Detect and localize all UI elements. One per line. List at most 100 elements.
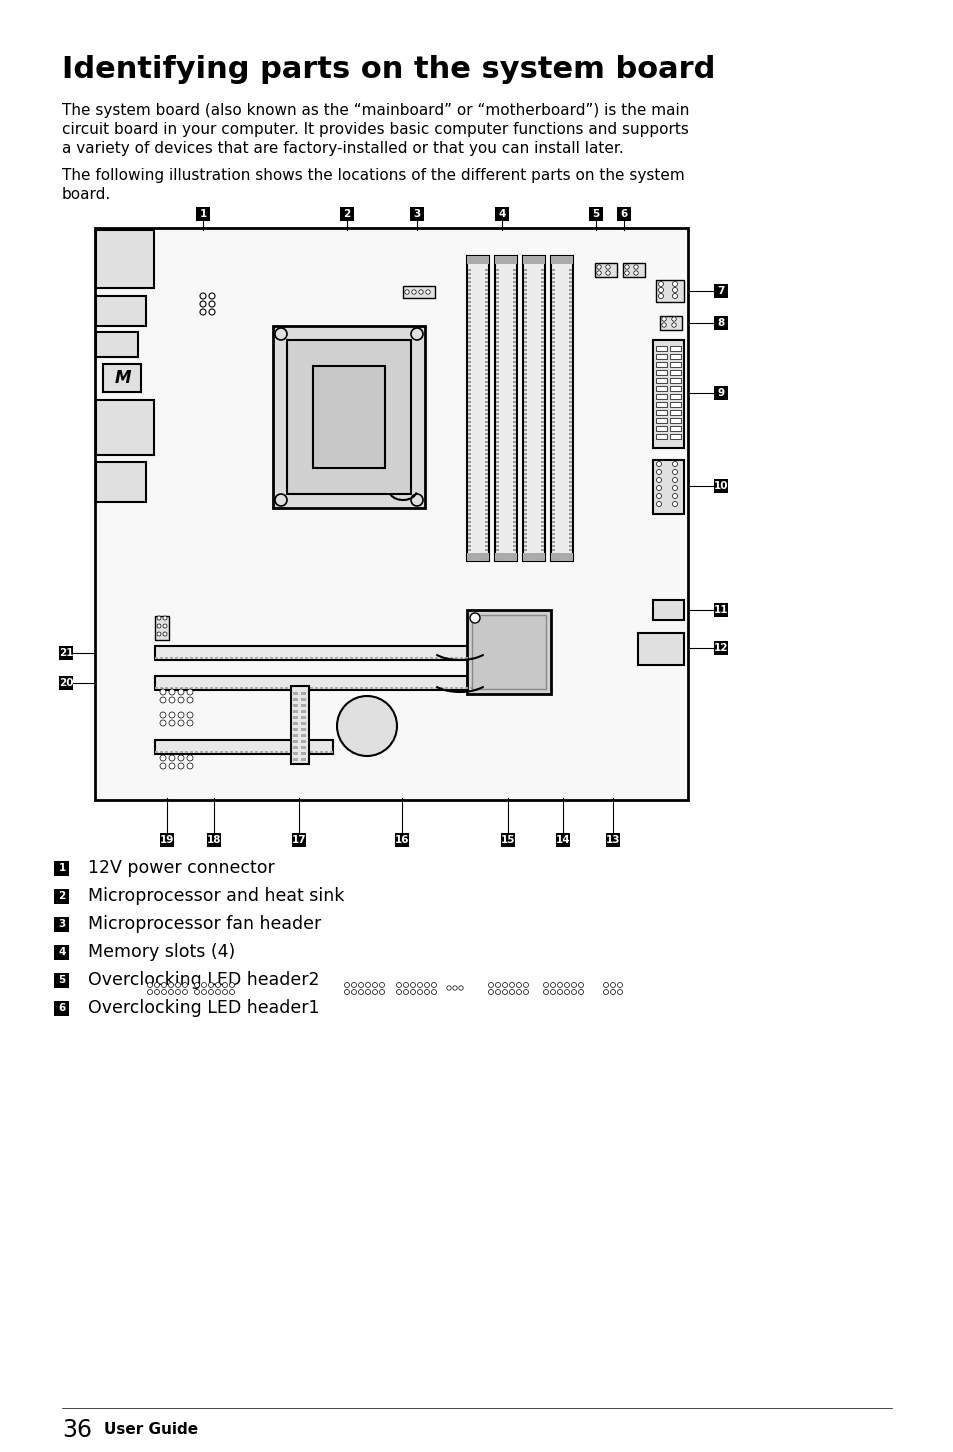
Bar [314,751,317,754]
Text: 12V power connector: 12V power connector [88,860,274,877]
Bar [499,656,502,659]
Bar [274,751,277,754]
Bar [523,357,526,359]
Bar [484,465,488,468]
Circle shape [571,989,576,995]
Bar [96,399,153,454]
Bar [540,428,543,431]
Bar [523,369,526,372]
Bar [496,301,498,303]
Bar [205,687,208,690]
Bar [280,751,283,754]
Text: 7: 7 [717,286,724,296]
Circle shape [200,293,206,299]
Bar [468,481,471,484]
Circle shape [597,272,600,276]
Bar [540,425,543,427]
Bar [365,687,368,690]
Bar [301,710,306,713]
Bar [496,441,498,443]
Bar [305,751,308,754]
Bar [160,687,163,690]
Bar [225,656,228,659]
Bar [540,341,543,343]
Bar [595,263,617,277]
Bar [59,646,73,661]
Bar [484,549,488,550]
Bar [540,289,543,290]
Bar [523,460,526,463]
Bar [339,208,354,221]
Bar [293,693,297,696]
Bar [523,494,526,495]
Bar [484,417,488,420]
Bar [540,401,543,404]
Bar [484,341,488,343]
Bar [513,517,516,518]
Bar [468,533,471,534]
Bar [540,533,543,534]
Bar [568,305,572,306]
Bar [552,517,555,518]
Bar [274,687,277,690]
Bar [540,513,543,515]
Bar [552,549,555,550]
Circle shape [336,696,396,756]
Bar [523,549,526,550]
Text: 36: 36 [62,1419,91,1442]
Circle shape [344,983,349,987]
Bar [468,444,471,447]
Bar [540,441,543,443]
Bar [293,735,297,738]
Bar [552,273,555,274]
Bar [513,481,516,484]
Bar [513,521,516,523]
Bar [568,494,572,495]
Circle shape [412,290,416,295]
Bar [552,393,555,395]
Bar [468,353,471,354]
Bar [513,478,516,479]
Bar [174,656,178,659]
Bar [290,656,293,659]
Bar [220,751,223,754]
Text: 10: 10 [713,481,727,491]
Bar [415,656,417,659]
Bar [513,537,516,539]
Bar [523,544,526,547]
Bar [468,433,471,436]
Bar [523,317,526,319]
Bar [496,457,498,459]
Bar [540,337,543,338]
Bar [468,269,471,272]
Bar [210,687,213,690]
Bar [484,526,488,527]
Text: Overclocking LED header1: Overclocking LED header1 [88,999,319,1016]
Circle shape [178,690,184,696]
Bar [479,687,482,690]
Circle shape [209,989,213,995]
Bar [552,289,555,290]
Bar [523,330,526,331]
Bar [656,409,666,415]
Bar [513,305,516,306]
Bar [339,656,343,659]
Bar [540,421,543,423]
Bar [234,751,237,754]
Bar [250,656,253,659]
Bar [540,380,543,383]
Bar [430,656,433,659]
Circle shape [672,494,677,498]
Bar [234,687,237,690]
Bar [552,389,555,391]
Bar [335,656,337,659]
Bar [540,449,543,452]
Bar [496,405,498,407]
Bar [484,301,488,303]
Bar [523,473,526,475]
Bar [305,656,308,659]
Bar [301,758,306,761]
Bar [468,428,471,431]
Bar [484,687,488,690]
Bar [568,405,572,407]
